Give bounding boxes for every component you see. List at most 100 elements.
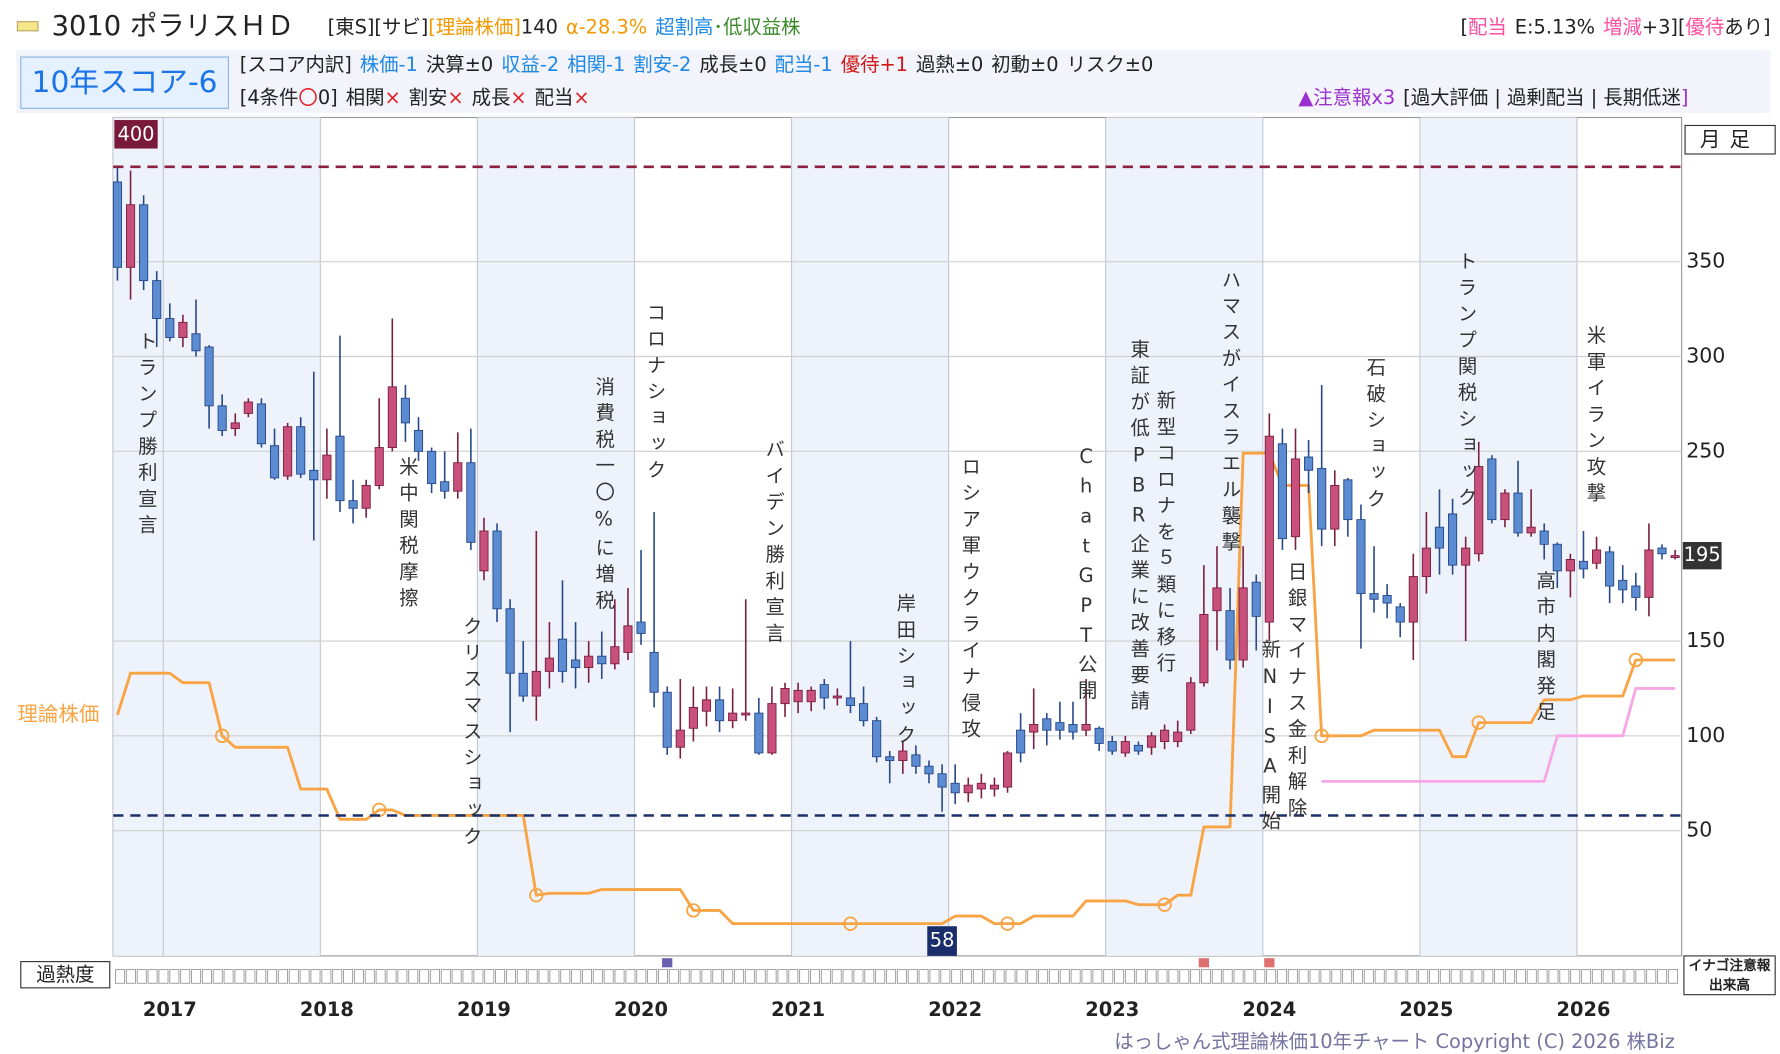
candle-body: [819, 684, 829, 699]
overheat-cell: [1038, 969, 1049, 984]
header-segment: ･低収益株: [713, 15, 800, 38]
overheat-cell: [505, 969, 516, 984]
period-box: [1684, 124, 1776, 155]
candle-body: [1042, 718, 1052, 731]
x-tick-label: 2022: [928, 998, 982, 1021]
overheat-cell: [462, 969, 473, 984]
overheat-cell: [1461, 969, 1472, 984]
candle-body: [1369, 593, 1379, 600]
overheat-flag: [662, 958, 673, 968]
theory-marker: [1314, 728, 1329, 744]
overheat-flag: [1198, 958, 1210, 968]
candle-body: [754, 712, 764, 754]
overheat-cell: [1494, 969, 1505, 984]
overheat-cell: [1439, 969, 1450, 984]
overheat-cell: [1363, 969, 1374, 984]
overheat-cell: [1613, 969, 1624, 984]
overheat-cell: [1396, 969, 1407, 984]
header-segment: [スコア内訳]: [240, 53, 352, 76]
overheat-cell: [1276, 969, 1288, 984]
candle-body: [937, 773, 947, 788]
overheat-cell: [1179, 969, 1190, 984]
theory-marker: [529, 888, 544, 903]
theory-marker: [1000, 916, 1015, 931]
overheat-label: 過熱度: [36, 963, 94, 986]
overheat-cell: [1266, 969, 1277, 984]
overheat-cell: [125, 969, 136, 984]
overheat-cell: [256, 969, 267, 984]
overheat-cell: [1320, 969, 1331, 984]
overheat-cell: [886, 969, 897, 984]
header-segment: ×: [447, 86, 463, 109]
candle-body: [1356, 519, 1366, 595]
candle-body: [374, 447, 384, 486]
candle-body: [505, 608, 515, 674]
low-badge-text: 58: [930, 929, 955, 952]
candle-body: [492, 530, 502, 610]
overheat-cell: [1429, 969, 1440, 984]
candle-body: [675, 729, 685, 748]
overheat-cell: [343, 969, 354, 984]
overheat-cell: [1352, 969, 1364, 984]
y-tick-label: 350: [1686, 249, 1725, 273]
overheat-cell: [212, 969, 223, 984]
overheat-cell: [1244, 969, 1255, 984]
candle-body: [125, 204, 136, 268]
title: 3010 ポラリスＨＤ: [52, 11, 294, 42]
candle-body: [832, 695, 842, 699]
icon: [16, 21, 39, 32]
series-label: 理論株価: [17, 702, 99, 726]
x-tick-label: 2026: [1557, 998, 1611, 1021]
overheat-cell: [495, 969, 506, 984]
overheat-cell: [581, 969, 593, 984]
overheat-cell: [1559, 969, 1570, 984]
candle-body: [976, 782, 986, 790]
candle-body: [440, 481, 450, 492]
overheat-cell: [1591, 969, 1602, 984]
candle-body: [335, 435, 345, 502]
candle-body: [1591, 549, 1602, 564]
candle-body: [1225, 610, 1235, 661]
overheat-cell: [1222, 969, 1233, 984]
candle-body: [701, 699, 712, 712]
event-annotation: 高市内閣発足: [1533, 570, 1556, 727]
candle-body: [1055, 722, 1065, 731]
overheat-cell: [1168, 969, 1179, 984]
event-annotation: 石破ショック: [1363, 357, 1386, 514]
overheat-cell: [527, 969, 538, 984]
overheat-cell: [1103, 969, 1114, 984]
candle-body: [243, 401, 253, 414]
candle-body: [1408, 576, 1418, 623]
theory-marker: [686, 903, 701, 918]
overheat-cell: [1309, 969, 1320, 984]
overheat-cell: [875, 969, 886, 984]
overheat-cell: [810, 969, 821, 984]
overheat-cell: [1418, 969, 1429, 984]
overheat-cell: [484, 969, 495, 984]
header-segment: ×: [510, 86, 526, 109]
y-tick-label: 100: [1686, 723, 1725, 747]
candle-body: [413, 430, 424, 452]
candle-body: [1160, 729, 1170, 743]
candle-body: [662, 691, 672, 748]
header-segment: リスク±0: [1067, 53, 1154, 76]
overheat-cell: [310, 969, 321, 984]
candle-body: [1395, 606, 1405, 623]
candle-body: [1107, 741, 1117, 752]
header-line: [スコア内訳] 株価-1 決算±0 収益-2 相関-1 割安-2 成長±0 配当-1 優待+1 過…: [240, 53, 1153, 76]
overheat-cell: [1667, 969, 1678, 984]
overheat-cell: [332, 969, 343, 984]
footer: はっしゃん式理論株価10年チャート Copyright (C) 2026 株Bi…: [1114, 1030, 1675, 1053]
header-segment: あり]: [1724, 15, 1770, 38]
score-band: [16, 50, 1771, 113]
overheat-cell: [1005, 969, 1016, 984]
header-segment: ×: [384, 86, 400, 109]
candle-body: [858, 703, 869, 722]
candle-body: [963, 784, 973, 794]
candle-body: [296, 426, 306, 475]
candle-body: [649, 651, 659, 693]
overheat-cell: [1483, 969, 1494, 984]
header-segment: 成長±0: [699, 53, 766, 76]
header-segment: [理論株価]: [428, 15, 521, 38]
event-annotation: ChatGPT公開: [1075, 445, 1098, 706]
